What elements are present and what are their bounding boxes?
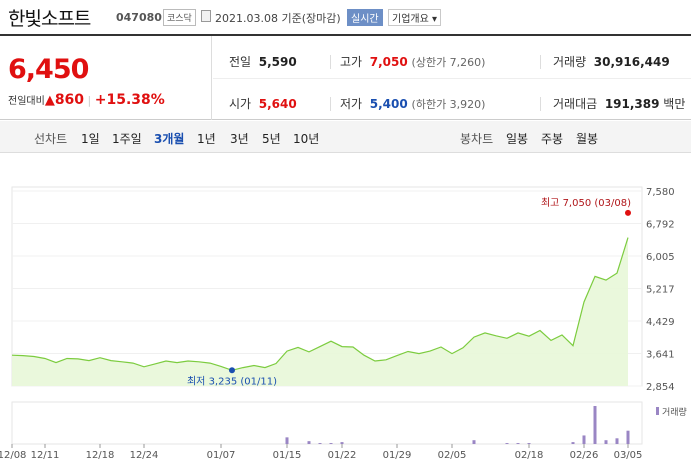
- y-tick-label: 2,854: [646, 382, 675, 393]
- line-chart-label: 선차트: [34, 132, 68, 146]
- min-price-label: 최저 3,235 (01/11): [187, 375, 277, 387]
- price-line: [11, 237, 629, 371]
- change-percent: +15.38%: [94, 92, 165, 108]
- period-tab-10y[interactable]: 10년: [293, 132, 320, 146]
- candle-tab-weekly[interactable]: 주봉: [541, 132, 564, 146]
- row-divider: [213, 78, 691, 79]
- min-price-marker: [229, 367, 235, 374]
- divider: [330, 55, 331, 69]
- x-tick-label: 02/05: [438, 450, 467, 461]
- change-row: 전일대비▲860 | +15.38%: [8, 92, 165, 108]
- price-area: [12, 237, 628, 386]
- x-tick-label: 01/22: [328, 450, 357, 461]
- period-tab-1y[interactable]: 1년: [197, 132, 216, 146]
- divider: [330, 97, 331, 111]
- high-price: 고가 7,050 (상한가 7,260): [340, 55, 486, 69]
- stock-name[interactable]: 한빛소프트: [8, 8, 91, 30]
- volume-bar: [626, 430, 630, 444]
- open-price: 시가 5,640: [229, 97, 297, 111]
- volume-bar: [571, 442, 575, 444]
- y-tick-label: 4,429: [646, 317, 675, 328]
- y-tick-label: 5,217: [646, 285, 675, 296]
- price-chart-svg: 7,580 6,792 6,005 5,217 4,429 3,641 2,854 최고 7,…: [0, 186, 687, 461]
- volume-bar: [340, 442, 344, 444]
- volume-bar: [615, 438, 619, 444]
- y-tick-label: 6,792: [646, 220, 675, 231]
- period-tab-1d[interactable]: 1일: [81, 132, 100, 146]
- realtime-button[interactable]: 실시간: [347, 9, 383, 26]
- volume-bar: [527, 443, 531, 444]
- quote-date: 2021.03.08 기준(장마감): [215, 12, 341, 25]
- x-tick-label: 12/11: [31, 450, 60, 461]
- candle-tab-monthly[interactable]: 월봉: [576, 132, 599, 146]
- company-overview-dropdown[interactable]: 기업개요 ▾: [388, 9, 441, 26]
- chart-toolbar: 선차트 1일 1주일 3개월 1년 3년 5년 10년 봉차트 일봉 주봉 월봉: [0, 121, 691, 153]
- x-tick-label: 12/18: [86, 450, 115, 461]
- volume-bar: [307, 441, 311, 444]
- current-price-panel: 6,450 전일대비▲860 | +15.38%: [0, 36, 212, 120]
- change-label: 전일대비: [8, 96, 45, 107]
- volume-bar: [604, 440, 608, 444]
- divider: |: [87, 94, 92, 107]
- prev-close: 전일 5,590: [229, 55, 297, 69]
- y-tick-label: 3,641: [646, 350, 675, 361]
- y-tick-label: 6,005: [646, 252, 675, 263]
- x-tick-label: 01/29: [383, 450, 412, 461]
- x-tick-label: 01/07: [207, 450, 236, 461]
- stock-header: 한빛소프트 047080 코스닥 2021.03.08 기준(장마감) 실시간 …: [0, 0, 691, 34]
- trade-amount: 거래대금 191,389 백만: [553, 97, 686, 111]
- divider: [540, 97, 541, 111]
- volume-frame: [11, 401, 643, 445]
- up-arrow-icon: ▲: [44, 93, 55, 108]
- x-tick-label: 03/05: [614, 450, 643, 461]
- x-tick-label: 12/24: [130, 450, 159, 461]
- volume-legend-swatch: [656, 407, 659, 415]
- volume-bar: [285, 437, 289, 444]
- period-tab-3y[interactable]: 3년: [230, 132, 249, 146]
- low-price: 저가 5,400 (하한가 3,920): [340, 97, 486, 111]
- volume-legend-label: 거래량: [662, 406, 687, 418]
- stock-code: 047080: [116, 11, 162, 24]
- price-chart[interactable]: 7,580 6,792 6,005 5,217 4,429 3,641 2,854 최고 7,…: [0, 176, 691, 465]
- volume-bar: [516, 443, 520, 444]
- volume-bar: [472, 440, 476, 444]
- period-tab-3m[interactable]: 3개월: [154, 132, 185, 146]
- max-price-label: 최고 7,050 (03/08): [541, 197, 631, 209]
- calendar-icon: [201, 10, 211, 22]
- x-tick-label: 02/26: [570, 450, 599, 461]
- y-tick-label: 7,580: [646, 187, 675, 198]
- period-tab-1w[interactable]: 1주일: [112, 132, 142, 146]
- candle-chart-label: 봉차트: [460, 132, 494, 146]
- max-price-marker: [625, 209, 631, 216]
- market-badge: 코스닥: [163, 9, 196, 26]
- volume-bar: [593, 406, 597, 444]
- volume-bar: [329, 443, 333, 444]
- x-tick-label: 12/08: [0, 450, 26, 461]
- volume-bar: [318, 443, 322, 444]
- candle-tab-daily[interactable]: 일봉: [506, 132, 529, 146]
- x-tick-label: 01/15: [273, 450, 302, 461]
- quote-summary: 6,450 전일대비▲860 | +15.38% 전일 5,590 고가 7,0…: [0, 34, 691, 120]
- period-tab-5y[interactable]: 5년: [262, 132, 281, 146]
- volume-bar: [505, 443, 509, 444]
- change-value: 860: [54, 92, 85, 108]
- divider: [540, 55, 541, 69]
- volume-bar: [582, 435, 586, 444]
- volume: 거래량 30,916,449: [553, 55, 670, 69]
- current-price: 6,450: [8, 54, 89, 85]
- x-tick-label: 02/18: [515, 450, 544, 461]
